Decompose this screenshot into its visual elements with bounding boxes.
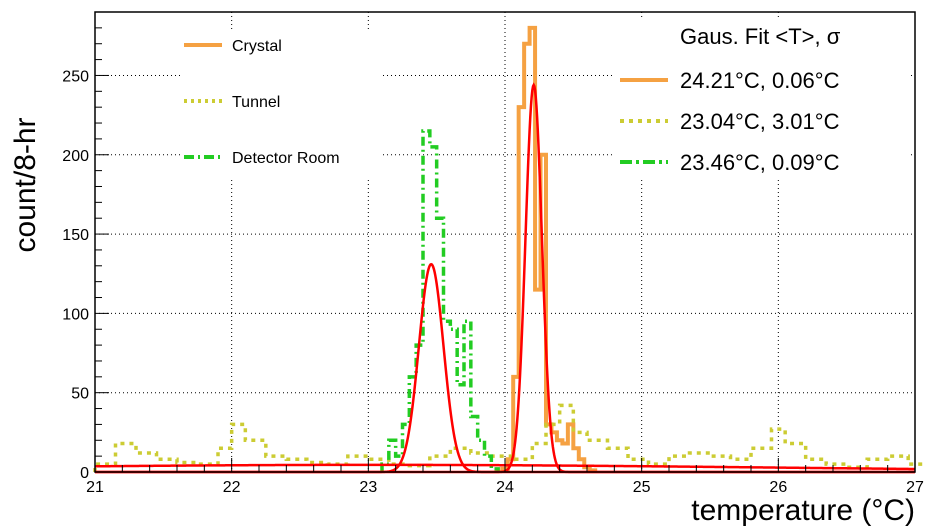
legend-label-tunnel: Tunnel bbox=[232, 94, 280, 111]
y-tick-label: 250 bbox=[62, 68, 89, 85]
ticks bbox=[94, 11, 916, 473]
x-tick-label: 21 bbox=[86, 479, 104, 496]
x-tick-label: 24 bbox=[496, 479, 514, 496]
fit-legend-background bbox=[615, 18, 911, 178]
x-tick-label: 23 bbox=[359, 479, 377, 496]
x-tick-label: 27 bbox=[906, 479, 924, 496]
y-tick-label: 100 bbox=[62, 306, 89, 323]
y-tick-label: 50 bbox=[71, 386, 89, 403]
fit-label-detector-room: 23.46°C, 0.09°C bbox=[680, 150, 840, 175]
series-detector-room bbox=[380, 129, 500, 472]
fit-label-tunnel: 23.04°C, 3.01°C bbox=[680, 109, 840, 134]
fit-label-crystal: 24.21°C, 0.06°C bbox=[680, 68, 840, 93]
x-tick-label: 26 bbox=[769, 479, 787, 496]
legend-label-detector-room: Detector Room bbox=[232, 150, 340, 167]
x-axis-title: temperature (°C) bbox=[691, 494, 915, 526]
y-tick-label: 0 bbox=[80, 465, 89, 482]
y-axis-title: count/8-hr bbox=[9, 117, 42, 252]
tick-labels: 21 22 23 24 25 26 27 0 50 100 150 200 250 bbox=[62, 68, 924, 496]
series-layer bbox=[93, 25, 926, 473]
series-crystal bbox=[500, 25, 598, 473]
y-tick-label: 150 bbox=[62, 227, 89, 244]
y-tick-label: 200 bbox=[62, 148, 89, 165]
legend-label-crystal: Crystal bbox=[232, 38, 282, 55]
fit-legend-title: Gaus. Fit <T>, σ bbox=[680, 24, 841, 49]
x-tick-label: 22 bbox=[223, 479, 241, 496]
fit-legend: Gaus. Fit <T>, σ 24.21°C, 0.06°C 23.04°C… bbox=[615, 18, 911, 178]
x-tick-label: 25 bbox=[633, 479, 651, 496]
legend: Crystal Tunnel Detector Room bbox=[180, 30, 380, 180]
